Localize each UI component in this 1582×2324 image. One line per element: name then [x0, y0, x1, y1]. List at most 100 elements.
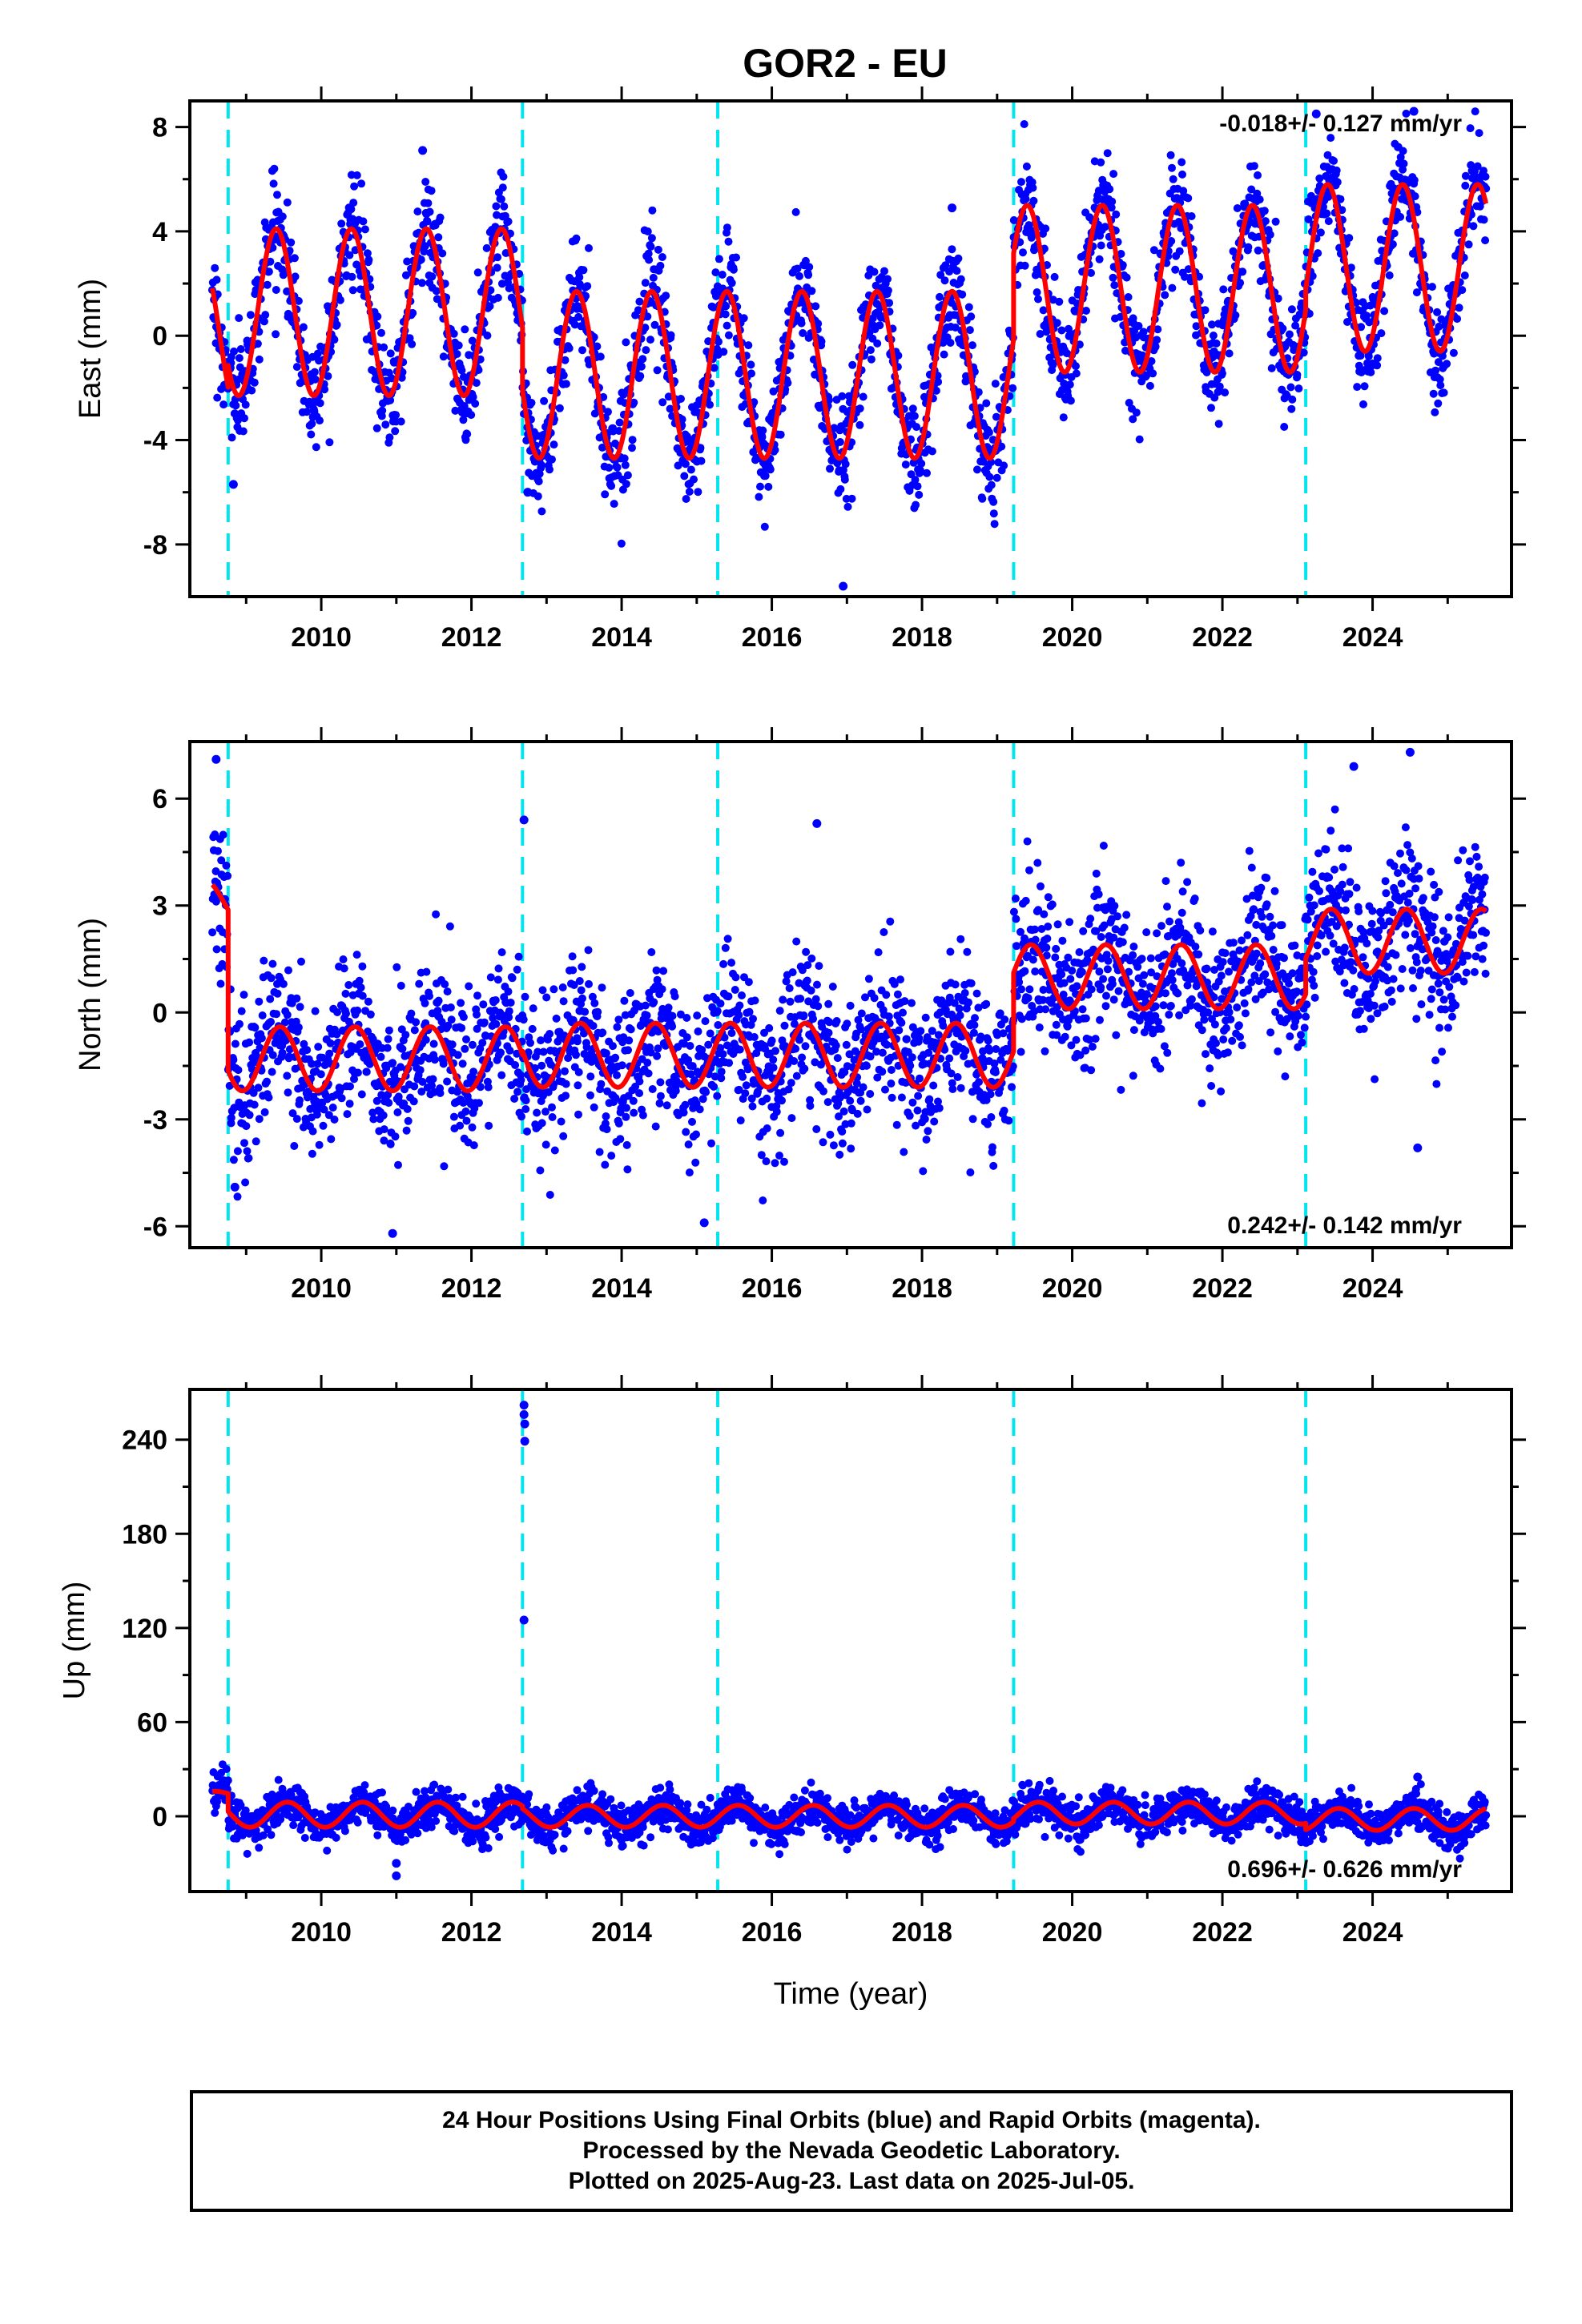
y-tick-label: 0: [152, 321, 167, 352]
data-point: [451, 406, 460, 415]
data-point: [900, 1148, 908, 1156]
data-point: [412, 1018, 421, 1027]
data-point: [907, 470, 916, 479]
data-point: [1186, 1001, 1195, 1010]
data-point: [1168, 283, 1177, 292]
data-point: [910, 412, 919, 420]
data-point: [984, 1036, 992, 1045]
data-point: [1266, 231, 1274, 239]
data-point: [1443, 360, 1451, 368]
data-point: [893, 990, 902, 999]
data-point: [1164, 931, 1173, 940]
data-point: [840, 475, 849, 484]
data-point: [828, 983, 837, 991]
data-point: [966, 1168, 975, 1176]
data-point: [1435, 375, 1444, 384]
data-point: [1140, 971, 1149, 979]
outlier-point-5: [523, 488, 533, 497]
data-point: [715, 255, 723, 263]
data-point: [750, 1033, 759, 1041]
data-point: [315, 1140, 324, 1149]
data-point: [459, 416, 468, 424]
data-point: [791, 1044, 800, 1053]
data-point: [1262, 874, 1271, 883]
data-point: [723, 223, 731, 232]
data-point: [1099, 975, 1108, 983]
data-point: [1254, 171, 1262, 179]
data-point: [1221, 949, 1230, 958]
data-point: [598, 983, 606, 992]
data-point: [252, 1051, 261, 1060]
data-point: [421, 178, 430, 186]
data-point: [582, 1043, 591, 1051]
data-point: [681, 1100, 690, 1109]
data-point: [690, 1076, 699, 1084]
data-point: [826, 1130, 835, 1139]
data-point: [1120, 923, 1129, 932]
data-point: [588, 992, 597, 1001]
data-point: [678, 415, 686, 424]
data-point: [336, 296, 344, 304]
data-point: [704, 1040, 713, 1049]
data-point: [880, 267, 888, 275]
data-point: [476, 1083, 485, 1092]
data-point: [235, 314, 244, 323]
data-point: [948, 245, 956, 254]
data-point: [453, 350, 461, 358]
data-point: [524, 1048, 533, 1057]
data-point: [1316, 228, 1325, 237]
data-point: [614, 1119, 623, 1128]
data-point: [1247, 863, 1256, 872]
data-point: [1263, 978, 1272, 987]
data-point: [1355, 361, 1363, 370]
data-point: [1236, 1032, 1244, 1041]
data-point: [245, 1038, 254, 1047]
data-point: [819, 1138, 827, 1147]
data-point: [622, 1140, 631, 1149]
data-point: [1052, 1020, 1061, 1029]
data-point: [762, 1157, 771, 1166]
data-point: [458, 1059, 467, 1068]
data-point: [1243, 931, 1252, 939]
data-point: [954, 254, 963, 263]
data-point: [1044, 923, 1053, 931]
data-point: [423, 217, 432, 226]
data-point: [706, 1029, 715, 1038]
data-point: [357, 1090, 366, 1099]
north-panel: 2010 2012 2014 2016 2018 2020 2022 2024-6-3036N…: [74, 727, 1526, 1304]
data-point: [243, 1147, 252, 1156]
data-point: [474, 366, 483, 374]
data-point: [806, 1096, 815, 1104]
data-point: [403, 257, 412, 266]
data-point: [1076, 1051, 1085, 1059]
data-point: [1251, 995, 1260, 1003]
data-point: [765, 1023, 774, 1032]
data-point: [341, 989, 350, 998]
data-point: [872, 1047, 881, 1056]
data-point: [1094, 890, 1103, 899]
data-point: [416, 1066, 425, 1075]
data-point: [428, 272, 437, 281]
data-point: [1285, 979, 1294, 988]
data-point: [1306, 191, 1315, 200]
data-point: [527, 399, 536, 407]
data-point: [760, 522, 769, 531]
data-point: [716, 999, 725, 1008]
data-point: [1240, 999, 1249, 1007]
data-point: [471, 400, 480, 408]
data-point: [1183, 981, 1192, 990]
data-point: [429, 1075, 437, 1084]
data-point: [1166, 151, 1175, 159]
data-point: [284, 966, 292, 975]
data-point: [1359, 400, 1367, 408]
data-point: [670, 992, 679, 1001]
data-point: [255, 1115, 264, 1124]
data-point: [648, 206, 657, 215]
data-point: [1236, 279, 1245, 287]
data-point: [539, 1047, 548, 1056]
data-point: [908, 1098, 917, 1107]
data-point: [755, 493, 763, 501]
data-point: [1165, 1011, 1173, 1019]
data-point: [272, 286, 280, 294]
data-point: [1225, 1007, 1234, 1016]
